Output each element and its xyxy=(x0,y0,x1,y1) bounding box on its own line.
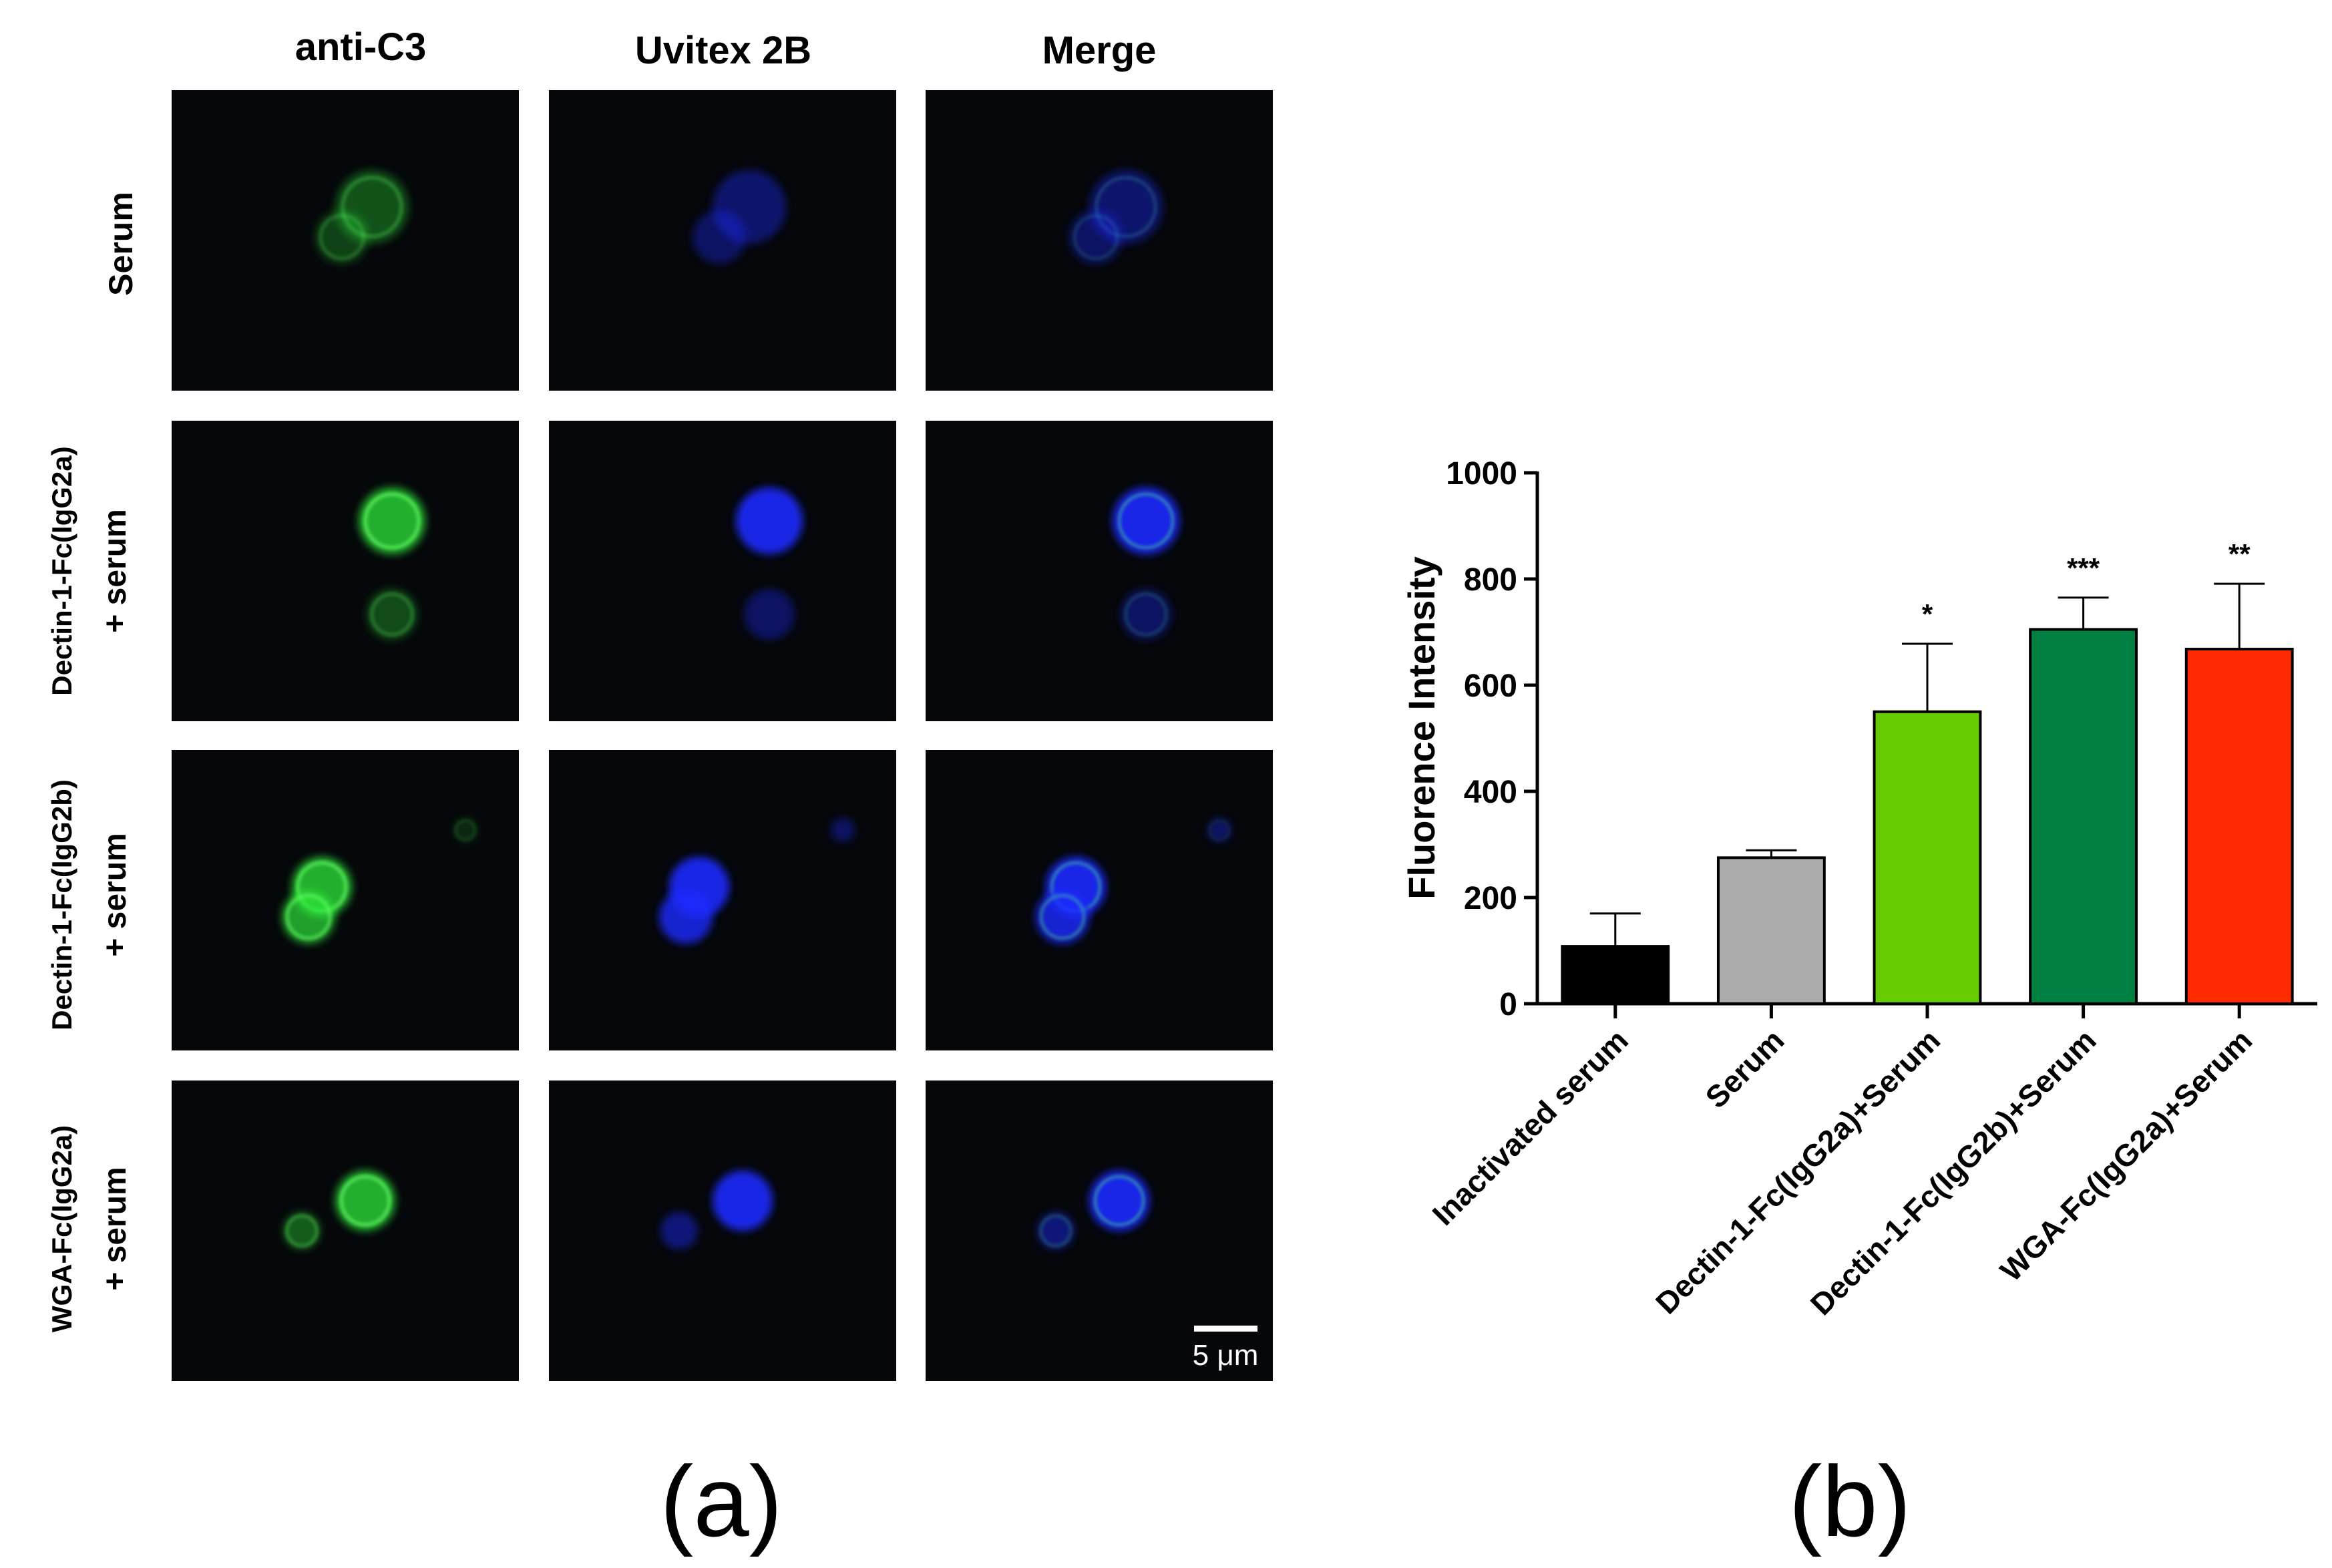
row-label-serum: Serum xyxy=(102,192,140,296)
row-label-dectin-igg2b-line1: Dectin-1-Fc(IgG2b) xyxy=(46,779,77,1030)
cell-rim xyxy=(339,1175,391,1227)
cell-rim xyxy=(453,818,477,842)
micrograph-merge-row-4 xyxy=(926,1081,1273,1381)
bar-2 xyxy=(1716,856,1826,1005)
micrograph-merge-row-1 xyxy=(926,90,1273,391)
cell-rim xyxy=(1117,492,1175,550)
cell-blob xyxy=(315,210,369,264)
cell-rim xyxy=(1073,214,1119,260)
micrograph-background xyxy=(549,1081,896,1381)
bar-1 xyxy=(1561,945,1670,1006)
x-tick-label: Dectin-1-Fc(IgG2b)+Serum xyxy=(1804,1022,2103,1322)
row-label-wga-igg2a-line1: WGA-Fc(IgG2a) xyxy=(46,1125,77,1332)
bar-5 xyxy=(2184,647,2294,1005)
significance-marker: ** xyxy=(2228,538,2251,570)
panel-a: anti-C3 Uvitex 2B Merge Serum Dectin-1-F… xyxy=(46,25,1273,1557)
row-label-dectin-igg2a: Dectin-1-Fc(IgG2a) + serum xyxy=(46,446,133,695)
panel-a-label: (a) xyxy=(660,1445,782,1557)
x-tick-label: Serum xyxy=(1698,1022,1790,1115)
cell-rim xyxy=(1208,819,1231,841)
significance-marker: * xyxy=(1922,598,1933,630)
bar-chart: 0 200 400 600 800 1000 Inactivated serum Serum *… xyxy=(1426,456,2317,1322)
micrograph-anti-c3-row-1 xyxy=(172,90,519,391)
y-tick-label: 1000 xyxy=(1446,456,1517,492)
cell-blob xyxy=(335,1171,395,1231)
micrograph-uvitex-row-3 xyxy=(549,750,896,1050)
cell-rim xyxy=(363,492,421,550)
scale-bar-label: 5 μm xyxy=(1193,1339,1259,1372)
row-label-wga-igg2a: WGA-Fc(IgG2a) + serum xyxy=(46,1125,133,1332)
chart-ylabel: Fluorence Intensity xyxy=(1400,556,1442,899)
micrograph-background xyxy=(926,421,1273,721)
cell-rim xyxy=(1039,894,1086,940)
cell-blob xyxy=(1113,487,1179,554)
column-header-merge: Merge xyxy=(1042,29,1157,72)
cell-blob xyxy=(367,589,417,640)
cell-rim xyxy=(1093,1175,1145,1227)
micrograph-anti-c3-row-4 xyxy=(172,1081,519,1381)
cell-rim xyxy=(369,592,415,637)
scale-bar: 5 μm xyxy=(1193,1326,1259,1372)
x-tick-label: Dectin-1-Fc(IgG2a)+Serum xyxy=(1649,1022,1947,1320)
cell-rim xyxy=(285,894,332,940)
cell-rim xyxy=(1039,1214,1073,1247)
row-label-dectin-igg2a-line2: + serum xyxy=(98,509,133,632)
cell-rim xyxy=(1095,176,1157,238)
significance-marker: *** xyxy=(2067,552,2100,584)
column-header-anti-c3: anti-C3 xyxy=(295,25,427,69)
micrograph-anti-c3-row-2 xyxy=(172,421,519,721)
row-label-dectin-igg2b: Dectin-1-Fc(IgG2b) + serum xyxy=(46,779,133,1030)
cell-blob xyxy=(744,589,795,640)
cell-blob xyxy=(1121,589,1171,640)
row-label-wga-igg2a-line2: + serum xyxy=(98,1167,133,1290)
cell-rim xyxy=(1124,592,1168,636)
column-header-uvitex: Uvitex 2B xyxy=(635,29,811,72)
x-tick-label: WGA-Fc(IgG2a)+Serum xyxy=(1993,1022,2259,1288)
cell-rim xyxy=(319,214,365,260)
cell-blob xyxy=(693,210,746,264)
micrograph-uvitex-row-4 xyxy=(549,1081,896,1381)
cell-blob xyxy=(659,890,713,944)
row-label-serum-line1: Serum xyxy=(102,192,140,296)
micrograph-uvitex-row-2 xyxy=(549,421,896,721)
micrograph-merge-row-2 xyxy=(926,421,1273,721)
cell-rim xyxy=(341,176,403,238)
microscopy-grid xyxy=(172,90,1273,1381)
cell-blob xyxy=(359,487,425,554)
micrograph-background xyxy=(926,1081,1273,1381)
y-tick-label: 800 xyxy=(1464,562,1517,598)
scale-bar-line xyxy=(1194,1326,1257,1332)
cell-blob xyxy=(1036,890,1089,944)
x-tick-label: Inactivated serum xyxy=(1426,1022,1635,1231)
micrograph-background xyxy=(549,421,896,721)
bar-4 xyxy=(2029,628,2138,1005)
cell-blob xyxy=(831,818,855,842)
row-label-dectin-igg2b-line2: + serum xyxy=(98,833,133,956)
cell-blob xyxy=(713,1171,773,1231)
y-tick-label: 0 xyxy=(1499,987,1517,1022)
y-tick-label: 200 xyxy=(1464,881,1517,916)
y-tick-label: 400 xyxy=(1464,775,1517,810)
row-label-dectin-igg2a-line1: Dectin-1-Fc(IgG2a) xyxy=(46,446,77,695)
cell-blob xyxy=(660,1212,698,1249)
micrograph-merge-row-3 xyxy=(926,750,1273,1050)
micrograph-anti-c3-row-3 xyxy=(172,750,519,1050)
cell-blob xyxy=(282,890,335,944)
cell-rim xyxy=(284,1213,319,1248)
cell-blob xyxy=(1037,1212,1075,1249)
y-tick-label: 600 xyxy=(1464,668,1517,704)
panel-b: 0 200 400 600 800 1000 Inactivated serum Serum *… xyxy=(1400,456,2317,1557)
micrograph-background xyxy=(172,421,519,721)
cell-blob xyxy=(1069,210,1123,264)
cell-blob xyxy=(1089,1171,1149,1231)
panel-b-label: (b) xyxy=(1788,1445,1911,1557)
cell-blob xyxy=(736,487,803,554)
bar-3 xyxy=(1873,710,1982,1005)
micrograph-uvitex-row-1 xyxy=(549,90,896,391)
micrograph-background xyxy=(172,1081,519,1381)
